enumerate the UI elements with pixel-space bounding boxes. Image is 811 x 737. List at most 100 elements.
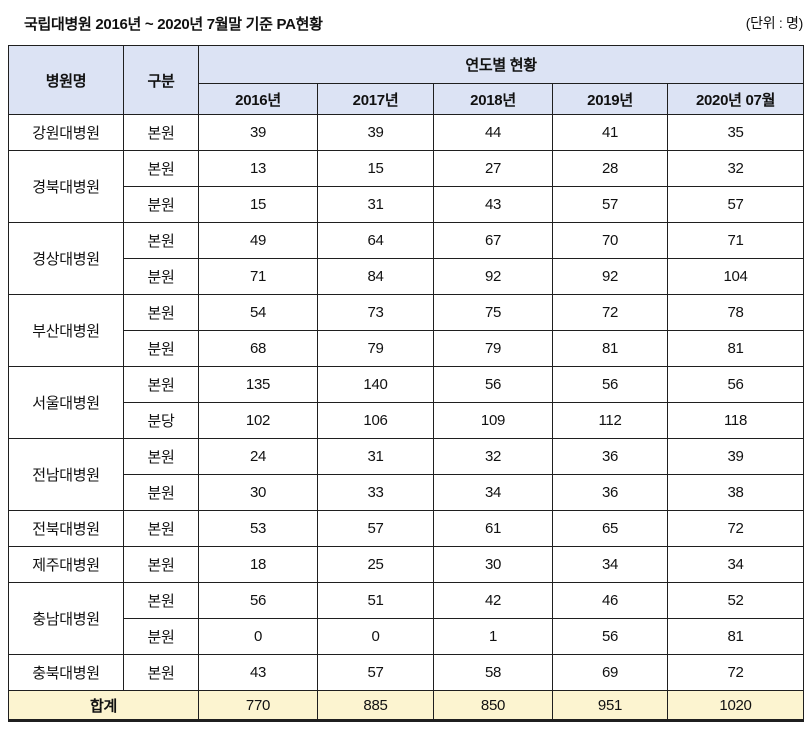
value-cell: 64	[317, 222, 434, 259]
column-header-year-2019: 2019년	[552, 83, 668, 115]
division-cell: 분원	[123, 330, 199, 367]
total-value-2020-07: 1020	[666, 690, 805, 721]
table-row: 분원 30 33 34 36 38	[9, 474, 805, 511]
hospital-name-cell: 충남대병원	[8, 582, 124, 655]
value-cell: 42	[433, 582, 553, 619]
value-cell: 34	[552, 546, 668, 583]
table-header: 병원명 구분 연도별 현황 2016년 2017년 2018년 2019년 20…	[8, 45, 805, 115]
hospital-name-cell: 충북대병원	[8, 654, 124, 691]
value-cell: 44	[433, 114, 553, 151]
division-cell: 본원	[123, 150, 199, 187]
value-cell: 36	[552, 438, 668, 475]
division-cell: 본원	[123, 654, 199, 691]
value-cell: 34	[666, 546, 805, 583]
value-cell: 71	[666, 222, 805, 259]
value-cell: 72	[666, 510, 805, 547]
table-row: 부산대병원 본원 54 73 75 72 78	[8, 294, 805, 367]
value-cell: 135	[198, 366, 318, 403]
unit-label: (단위 : 명)	[745, 15, 804, 31]
column-header-yearly-status: 연도별 현황	[197, 45, 805, 84]
value-cell: 56	[433, 366, 553, 403]
division-cell: 분원	[123, 474, 199, 511]
value-cell: 25	[317, 546, 434, 583]
division-cell: 본원	[123, 222, 199, 259]
value-cell: 79	[433, 330, 553, 367]
hospital-name-cell: 경북대병원	[8, 150, 124, 223]
table-row: 전북대병원 본원 53 57 61 65 72	[8, 510, 805, 547]
column-header-year-2020-07: 2020년 07월	[666, 83, 805, 115]
value-cell: 28	[552, 150, 668, 187]
value-cell: 73	[317, 294, 434, 331]
table-row: 분원 68 79 79 81 81	[9, 330, 805, 367]
page-title: 국립대병원 2016년 ~ 2020년 7월말 기준 PA현황	[24, 16, 323, 33]
table-row: 경북대병원 본원 13 15 27 28 32	[8, 150, 805, 223]
value-cell: 54	[198, 294, 318, 331]
table-body: 강원대병원 본원 39 39 44 41 35 경북대병원 본원 13 15 27 28 32 분원 15 31…	[8, 114, 805, 691]
table-row: 경상대병원 본원 49 64 67 70 71	[8, 222, 805, 295]
value-cell: 49	[198, 222, 318, 259]
title-bar: 국립대병원 2016년 ~ 2020년 7월말 기준 PA현황 (단위 : 명)	[0, 0, 811, 34]
table-row: 분원 71 84 92 92 104	[9, 258, 805, 295]
value-cell: 15	[317, 150, 434, 187]
division-cell: 본원	[123, 510, 199, 547]
column-header-hospital: 병원명	[8, 45, 124, 115]
value-cell: 30	[198, 474, 318, 511]
table-row: 서울대병원 본원 135 140 56 56 56	[8, 366, 805, 439]
division-cell: 분원	[123, 618, 199, 655]
hospital-name-cell: 강원대병원	[8, 114, 124, 151]
value-cell: 61	[433, 510, 553, 547]
value-cell: 92	[433, 258, 553, 295]
value-cell: 39	[666, 438, 805, 475]
value-cell: 36	[552, 474, 668, 511]
table-row: 제주대병원 본원 18 25 30 34 34	[8, 546, 805, 583]
hospital-name-cell: 전남대병원	[8, 438, 124, 511]
value-cell: 72	[552, 294, 668, 331]
value-cell: 112	[552, 402, 668, 439]
value-cell: 27	[433, 150, 553, 187]
value-cell: 71	[198, 258, 318, 295]
table-row: 분당 102 106 109 112 118	[9, 402, 805, 439]
value-cell: 15	[198, 186, 318, 223]
value-cell: 13	[198, 150, 318, 187]
table-row: 충남대병원 본원 56 51 42 46 52	[8, 582, 805, 655]
value-cell: 34	[433, 474, 553, 511]
table-row: 충북대병원 본원 43 57 58 69 72	[8, 654, 805, 691]
value-cell: 104	[666, 258, 805, 295]
value-cell: 56	[198, 582, 318, 619]
value-cell: 56	[552, 618, 668, 655]
value-cell: 70	[552, 222, 668, 259]
table-row: 전남대병원 본원 24 31 32 36 39	[8, 438, 805, 511]
table-row: 분원 0 0 1 56 81	[9, 618, 805, 655]
division-cell: 분원	[123, 258, 199, 295]
total-row: 합계 770 885 850 951 1020	[8, 690, 805, 721]
value-cell: 32	[433, 438, 553, 475]
value-cell: 18	[198, 546, 318, 583]
value-cell: 79	[317, 330, 434, 367]
hospital-name-cell: 전북대병원	[8, 510, 124, 547]
division-cell: 본원	[123, 366, 199, 403]
value-cell: 31	[317, 438, 434, 475]
value-cell: 57	[317, 654, 434, 691]
value-cell: 57	[317, 510, 434, 547]
division-cell: 분원	[123, 186, 199, 223]
value-cell: 38	[666, 474, 805, 511]
value-cell: 24	[198, 438, 318, 475]
value-cell: 140	[317, 366, 434, 403]
value-cell: 69	[552, 654, 668, 691]
hospital-name-cell: 서울대병원	[8, 366, 124, 439]
value-cell: 30	[433, 546, 553, 583]
value-cell: 81	[552, 330, 668, 367]
value-cell: 56	[666, 366, 805, 403]
value-cell: 56	[552, 366, 668, 403]
value-cell: 84	[317, 258, 434, 295]
hospital-name-cell: 부산대병원	[8, 294, 124, 367]
value-cell: 57	[666, 186, 805, 223]
value-cell: 46	[552, 582, 668, 619]
column-header-year-2016: 2016년	[198, 83, 318, 115]
division-cell: 분당	[123, 402, 199, 439]
value-cell: 78	[666, 294, 805, 331]
total-value-2018: 850	[433, 690, 553, 721]
total-value-2016: 770	[198, 690, 318, 721]
table-row: 강원대병원 본원 39 39 44 41 35	[8, 114, 805, 151]
value-cell: 43	[198, 654, 318, 691]
